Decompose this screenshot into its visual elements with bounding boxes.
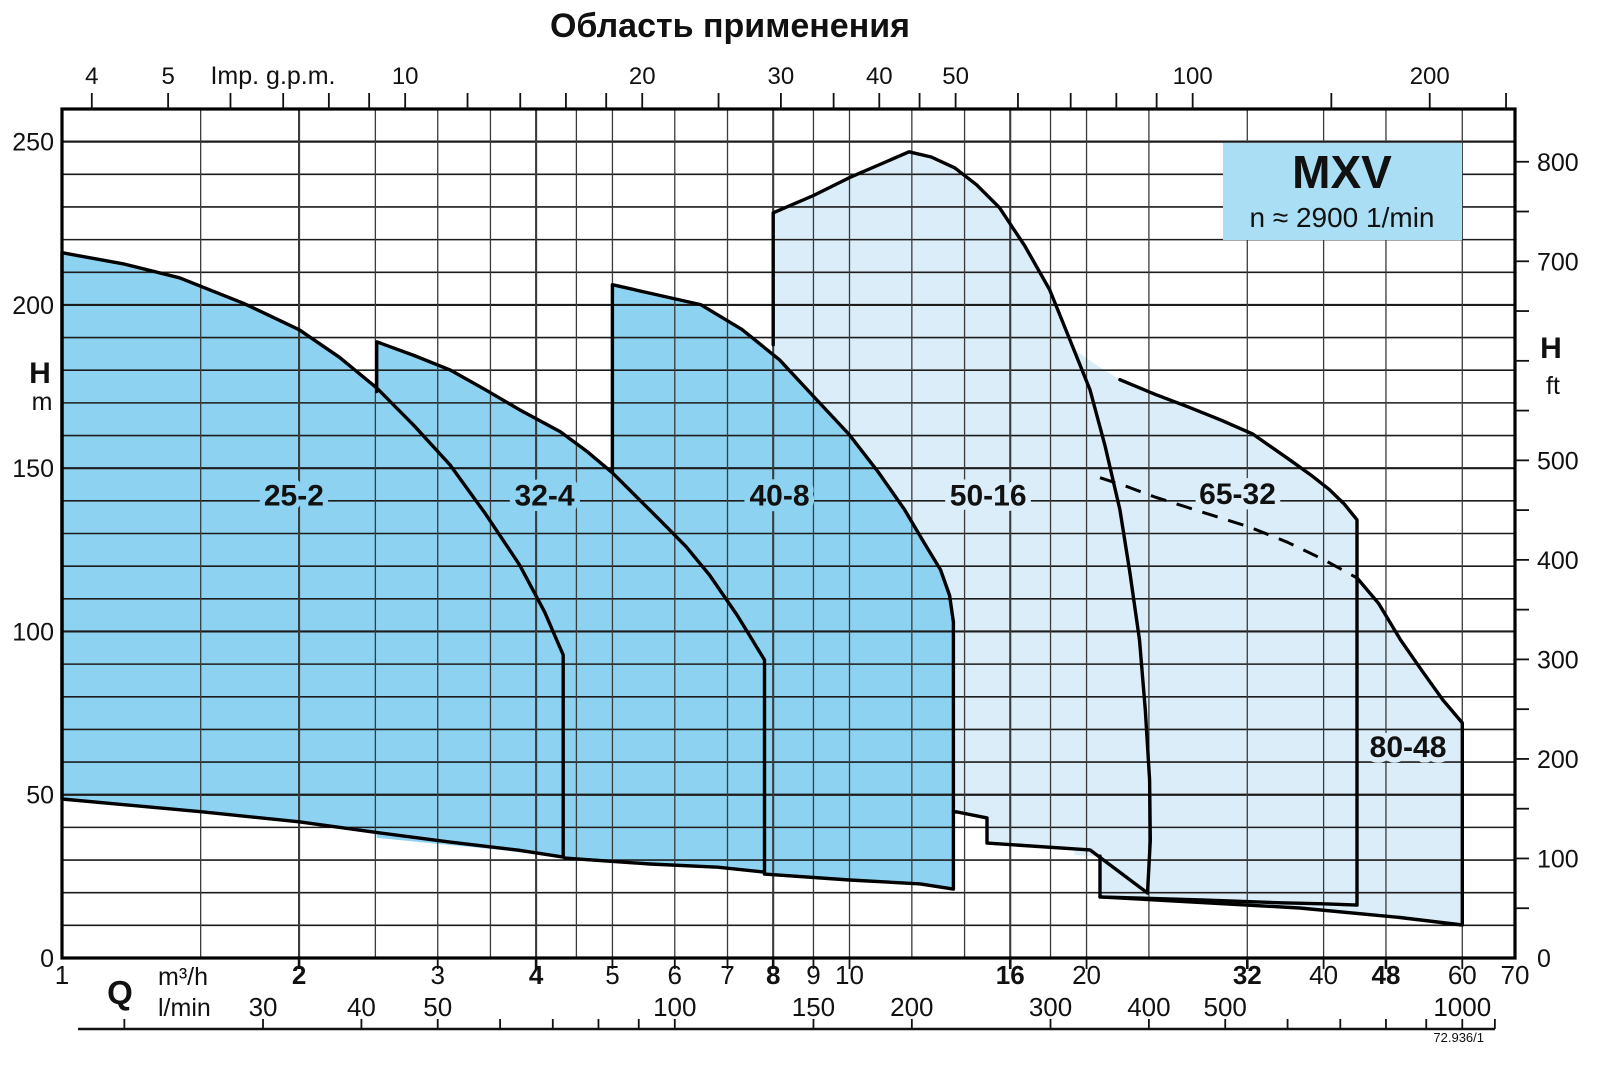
bottom-m3h-label-10: 10 bbox=[835, 960, 864, 990]
region-80-48-fill bbox=[1100, 477, 1463, 925]
region-labels-layer: 25-2 32-4 40-8 50-16 65-32 80-48 bbox=[258, 472, 1452, 769]
top-tick-label-20: 20 bbox=[629, 63, 656, 90]
left-tick-label-150: 150 bbox=[12, 455, 54, 483]
lmin-label-40: 40 bbox=[347, 992, 376, 1022]
gridlines-layer bbox=[62, 109, 1515, 958]
top-tick-label-4: 4 bbox=[85, 63, 98, 90]
region-outlines-layer bbox=[60, 150, 1465, 927]
bottom-m3h-label-1: 1 bbox=[55, 960, 69, 990]
bottom-m3h-label-3: 3 bbox=[430, 960, 444, 990]
lmin-label-1000: 1000 bbox=[1433, 992, 1491, 1022]
lmin-label-150: 150 bbox=[792, 992, 835, 1022]
right-tick-label-300: 300 bbox=[1537, 646, 1579, 674]
plot-frame bbox=[60, 107, 1517, 960]
top-tick-label-40: 40 bbox=[866, 63, 893, 90]
flow-axis-unit-m3h: m³/h bbox=[158, 963, 208, 991]
right-tick-label-0: 0 bbox=[1537, 945, 1551, 973]
lmin-label-500: 500 bbox=[1204, 992, 1247, 1022]
bottom-m3h-label-5: 5 bbox=[605, 960, 619, 990]
lmin-label-100: 100 bbox=[653, 992, 696, 1022]
legend-model-label: MXV bbox=[1292, 146, 1392, 198]
right-axis-name: H bbox=[1540, 332, 1562, 365]
right-tick-label-700: 700 bbox=[1537, 248, 1579, 276]
region-50-16-outline bbox=[771, 150, 1153, 895]
bottom-m3h-label-4: 4 bbox=[529, 960, 544, 990]
flow-axis-name: Q bbox=[107, 974, 133, 1011]
lmin-label-200: 200 bbox=[890, 992, 933, 1022]
region-fills-layer bbox=[62, 151, 1463, 925]
right-tick-label-400: 400 bbox=[1537, 547, 1579, 575]
top-tick-label-5: 5 bbox=[161, 63, 174, 90]
left-axis-name: H bbox=[29, 357, 51, 390]
drawing-number: 72.936/1 bbox=[1433, 1030, 1484, 1045]
left-axis-unit: m bbox=[32, 388, 53, 416]
right-axis-unit: ft bbox=[1546, 372, 1560, 400]
region-25-2-fill bbox=[62, 252, 564, 858]
right-tick-label-500: 500 bbox=[1537, 447, 1579, 475]
bottom-m3h-label-2: 2 bbox=[292, 960, 306, 990]
right-tick-label-100: 100 bbox=[1537, 845, 1579, 873]
chart-title: Область применения bbox=[550, 7, 910, 45]
bottom-m3h-label-8: 8 bbox=[766, 960, 780, 990]
region-32-4-outline bbox=[375, 340, 767, 874]
lmin-label-400: 400 bbox=[1127, 992, 1170, 1022]
bottom-m3h-label-40: 40 bbox=[1309, 960, 1338, 990]
left-tick-label-200: 200 bbox=[12, 292, 54, 320]
left-tick-label-250: 250 bbox=[12, 129, 54, 157]
region-65-32-outline bbox=[1098, 378, 1359, 907]
right-tick-label-800: 800 bbox=[1537, 149, 1579, 177]
region-65-32-label: 65-32 bbox=[1199, 478, 1276, 511]
region-25-2-outline bbox=[60, 250, 565, 859]
left-tick-label-0: 0 bbox=[40, 945, 54, 973]
bottom-m3h-label-32: 32 bbox=[1233, 960, 1262, 990]
bottom-m3h-label-60: 60 bbox=[1448, 960, 1477, 990]
region-32-4-label: 32-4 bbox=[515, 479, 575, 512]
lmin-label-50: 50 bbox=[423, 992, 452, 1022]
bottom-m3h-label-16: 16 bbox=[996, 960, 1025, 990]
region-25-2-label: 25-2 bbox=[264, 479, 324, 512]
top-tick-label-10: 10 bbox=[392, 63, 419, 90]
bottom-m3h-label-20: 20 bbox=[1072, 960, 1101, 990]
region-50-16-label: 50-16 bbox=[950, 479, 1027, 512]
right-tick-label-200: 200 bbox=[1537, 746, 1579, 774]
legend-speed-label: n ≈ 2900 1/min bbox=[1249, 202, 1434, 233]
top-tick-label-200: 200 bbox=[1410, 63, 1450, 90]
top-tick-label-50: 50 bbox=[942, 63, 969, 90]
region-40-8-label: 40-8 bbox=[750, 479, 810, 512]
top-tick-label-100: 100 bbox=[1173, 63, 1213, 90]
legend: MXV n ≈ 2900 1/min bbox=[1223, 143, 1462, 240]
bottom-m3h-label-6: 6 bbox=[668, 960, 682, 990]
bottom-m3h-label-48: 48 bbox=[1372, 960, 1401, 990]
bottom-m3h-label-9: 9 bbox=[806, 960, 820, 990]
region-80-48-limit-dashed-line bbox=[1099, 476, 1358, 580]
region-80-48-label: 80-48 bbox=[1370, 731, 1447, 764]
left-tick-label-50: 50 bbox=[26, 782, 54, 810]
bottom-m3h-label-70: 70 bbox=[1501, 960, 1530, 990]
left-tick-label-100: 100 bbox=[12, 618, 54, 646]
bottom-m3h-label-7: 7 bbox=[720, 960, 734, 990]
lmin-label-300: 300 bbox=[1029, 992, 1072, 1022]
legend-box bbox=[1223, 143, 1462, 240]
flow-axis-unit-lmin: l/min bbox=[158, 994, 211, 1022]
region-80-48-outline bbox=[1098, 576, 1465, 927]
lmin-label-30: 30 bbox=[249, 992, 278, 1022]
region-40-8-outline bbox=[610, 283, 956, 891]
axes-layer: 4 5 10 20 30 40 50 100 2000501001502002500100200… bbox=[12, 63, 1579, 1031]
top-axis-unit-label: Imp. g.p.m. bbox=[210, 62, 335, 90]
top-tick-label-30: 30 bbox=[768, 63, 795, 90]
